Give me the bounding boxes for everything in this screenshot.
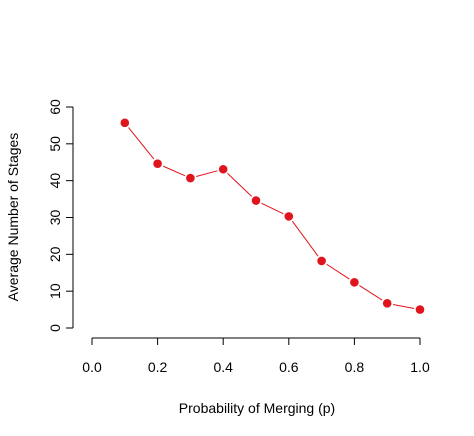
x-tick-label: 0.6	[279, 359, 299, 375]
y-tick-label: 60	[47, 99, 63, 115]
series-line-segment	[326, 263, 350, 280]
y-axis: 0 10 20 30 40 50 60	[47, 99, 74, 332]
series-line-segment	[128, 127, 155, 160]
data-point	[382, 299, 392, 308]
series-line-segment	[359, 285, 383, 301]
data-point	[251, 196, 261, 205]
data-point	[186, 173, 195, 183]
y-tick-label: 30	[47, 210, 63, 226]
series-line-segment	[261, 202, 284, 215]
series-line-segment	[162, 165, 186, 177]
y-tick-label: 40	[47, 173, 63, 189]
y-tick-label: 50	[47, 136, 63, 152]
series-line-segment	[227, 173, 253, 197]
series-line-segment	[291, 220, 319, 257]
y-axis-title: Average Number of Stages	[5, 133, 21, 302]
x-axis: 0.0 0.2 0.4 0.6 0.8 1.0	[82, 337, 430, 375]
x-tick-label: 1.0	[410, 359, 430, 375]
y-tick-label: 0	[47, 324, 63, 332]
x-tick-label: 0.0	[82, 359, 102, 375]
x-tick-label: 0.8	[345, 359, 365, 375]
plot-area	[120, 118, 425, 314]
data-point	[120, 118, 130, 128]
data-point	[218, 164, 228, 174]
y-tick-label: 20	[47, 246, 63, 262]
x-tick-label: 0.4	[213, 359, 233, 375]
series-line-segment	[392, 303, 415, 309]
x-tick-label: 0.2	[148, 359, 168, 375]
data-point	[153, 159, 162, 169]
data-point	[317, 256, 326, 266]
data-point	[415, 305, 425, 314]
data-point	[350, 278, 359, 287]
data-point	[284, 212, 294, 221]
series-line-segment	[196, 170, 218, 178]
y-tick-label: 10	[47, 283, 63, 299]
x-axis-title: Probability of Merging (p)	[179, 400, 335, 416]
